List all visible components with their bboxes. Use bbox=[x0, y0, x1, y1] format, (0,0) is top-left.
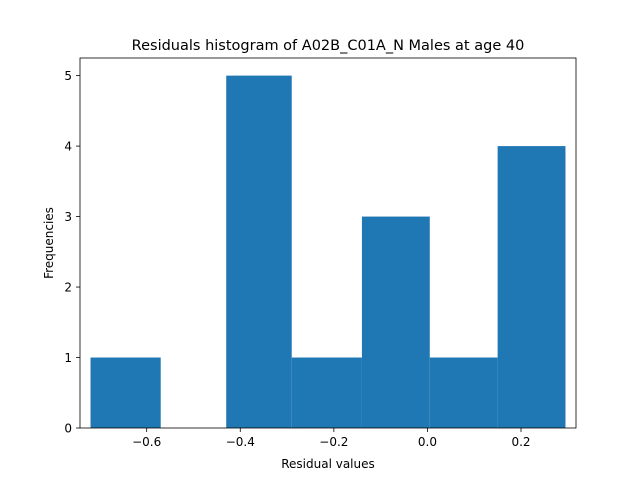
histogram-bar-0 bbox=[90, 357, 161, 428]
y-tick-label-2: 2 bbox=[64, 281, 72, 295]
plot-frame bbox=[79, 57, 577, 429]
y-tick-label-5: 5 bbox=[64, 69, 72, 83]
histogram-bar-4 bbox=[361, 216, 430, 428]
histogram-bar-6 bbox=[497, 146, 566, 428]
chart-title: Residuals histogram of A02B_C01A_N Males… bbox=[132, 38, 525, 54]
x-axis-label: Residual values bbox=[281, 457, 375, 471]
x-axis-ticks: −0.6 −0.4 −0.2 0.0 0.2 bbox=[132, 428, 531, 449]
y-tick-label-3: 3 bbox=[64, 210, 72, 224]
y-axis-ticks: 0 1 2 3 4 5 bbox=[64, 69, 80, 436]
x-tick-label-2: −0.2 bbox=[319, 435, 348, 449]
x-tick-label-4: 0.2 bbox=[511, 435, 530, 449]
histogram-bar-3 bbox=[291, 357, 362, 428]
histogram-bar-2 bbox=[226, 75, 292, 428]
y-tick-label-1: 1 bbox=[64, 351, 72, 365]
x-tick-label-0: −0.6 bbox=[132, 435, 161, 449]
x-tick-label-3: 0.0 bbox=[418, 435, 437, 449]
x-tick-label-1: −0.4 bbox=[226, 435, 255, 449]
y-axis-label: Frequencies bbox=[42, 207, 56, 279]
histogram-bar-5 bbox=[429, 357, 498, 428]
y-tick-label-4: 4 bbox=[64, 140, 72, 154]
y-tick-label-0: 0 bbox=[64, 422, 72, 436]
bars-group bbox=[90, 75, 566, 428]
